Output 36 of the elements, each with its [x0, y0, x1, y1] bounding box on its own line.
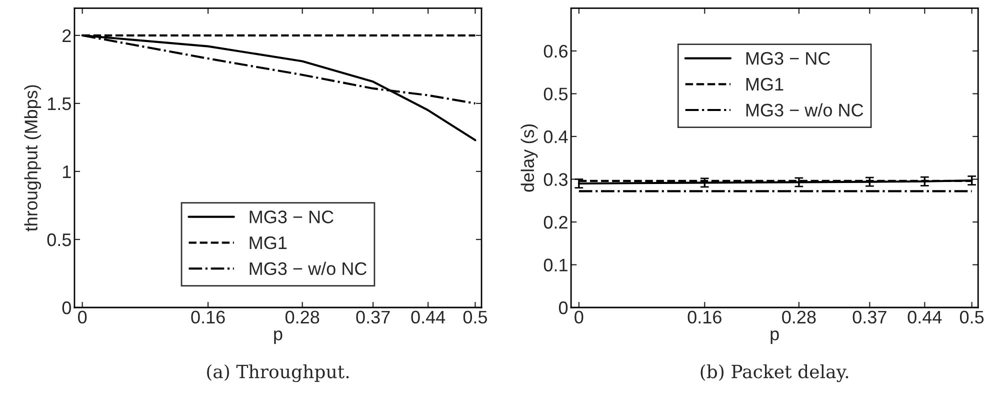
x-axis-title: p	[274, 330, 282, 344]
x-tick-label: 0	[78, 310, 87, 324]
text: (b) Packet delay.	[700, 364, 848, 382]
y-tick-label: 2	[62, 29, 71, 42]
legend-label: MG3 − w/o NC	[250, 262, 367, 276]
y-tick-label: 1	[63, 166, 71, 178]
legend-label: MG1	[746, 78, 784, 91]
x-axis-title: p	[770, 330, 779, 344]
x-tick-label: 0.5	[463, 310, 488, 324]
y-tick-label: 0.3	[544, 173, 568, 186]
text: (a) Throughput.	[207, 364, 349, 382]
y-tick-label: 0.5	[47, 233, 71, 246]
x-tick-label: 0.44	[411, 310, 446, 324]
y-tick-label: 0	[558, 301, 568, 314]
y-tick-label: 1.5	[48, 98, 71, 110]
y-tick-label: 0.5	[544, 88, 568, 100]
x-tick-label: 0.37	[852, 310, 886, 324]
x-tick-label: 0.28	[285, 310, 320, 324]
y-tick-label: 0.6	[544, 44, 568, 58]
x-tick-label: 0.5	[960, 310, 984, 324]
y-axis-title: delay (s)	[520, 124, 538, 192]
x-tick-label: 0.28	[782, 310, 816, 324]
y-tick-label: 0.4	[544, 130, 568, 144]
legend-label: MG3 − NC	[250, 210, 334, 224]
y-tick-label: 0.2	[544, 216, 568, 229]
x-tick-label: 0.44	[908, 310, 942, 324]
x-tick-label: 0.16	[191, 310, 225, 324]
legend-label: MG3 − w/o NC	[746, 103, 864, 117]
x-tick-label: 0.16	[688, 310, 722, 324]
x-tick-label: 0.37	[356, 310, 390, 324]
y-axis-title: throughput (Mbps)	[24, 85, 42, 232]
legend-label: MG1	[250, 236, 287, 250]
x-tick-label: 0	[574, 310, 584, 324]
y-tick-label: 0.1	[544, 258, 568, 272]
legend-label: MG3 − NC	[746, 52, 830, 65]
y-tick-label: 0	[62, 301, 71, 314]
